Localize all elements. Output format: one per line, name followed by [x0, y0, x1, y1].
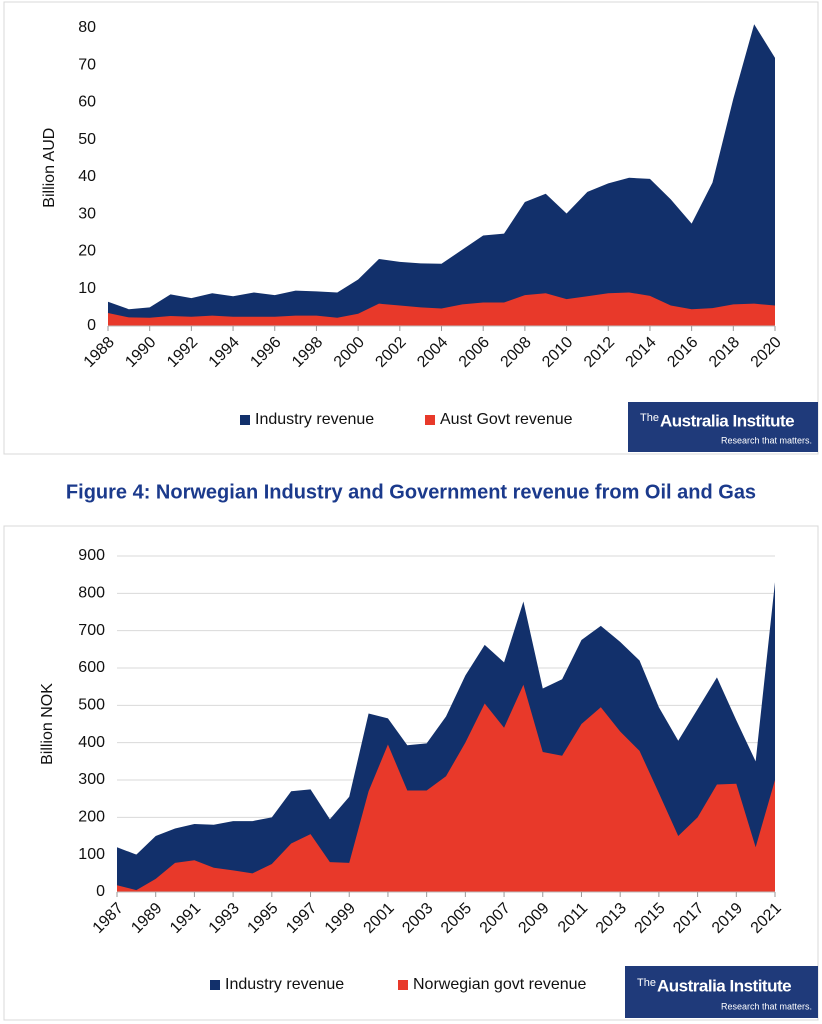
y-tick-label: 200	[78, 809, 105, 826]
legend-label: Aust Govt revenue	[440, 411, 573, 428]
x-tick-label: 2000	[331, 334, 368, 371]
y-tick-label: 60	[78, 94, 96, 111]
logo-name: Australia Institute	[657, 976, 791, 995]
x-tick-label: 2015	[632, 900, 669, 937]
x-tick-label: 2006	[456, 334, 493, 371]
logo-prefix: The	[637, 977, 656, 989]
x-tick-label: 2009	[515, 900, 552, 937]
x-tick-label: 1995	[244, 900, 281, 937]
legend-swatch	[210, 980, 220, 990]
logo-tagline: Research that matters.	[721, 1001, 812, 1011]
x-tick-label: 1989	[128, 900, 165, 937]
x-tick-label: 1988	[81, 334, 118, 371]
x-tick-label: 2013	[593, 900, 630, 937]
x-tick-label: 1994	[206, 334, 243, 371]
x-tick-label: 1990	[122, 334, 159, 371]
y-tick-label: 50	[78, 131, 96, 148]
y-tick-label: 10	[78, 280, 96, 297]
x-tick-label: 2019	[709, 900, 746, 937]
y-tick-label: 20	[78, 243, 96, 260]
x-tick-label: 2001	[361, 900, 398, 937]
x-tick-label: 1993	[206, 900, 243, 937]
legend-swatch	[240, 415, 250, 425]
legend-swatch	[398, 980, 408, 990]
y-tick-label: 40	[78, 168, 96, 185]
y-tick-label: 80	[78, 19, 96, 36]
x-tick-label: 2020	[748, 334, 785, 371]
figure-caption: Figure 4: Norwegian Industry and Governm…	[66, 481, 756, 503]
x-tick-label: 2010	[539, 334, 576, 371]
x-tick-label: 1999	[322, 900, 359, 937]
y-tick-label: 300	[78, 771, 105, 788]
x-tick-label: 2004	[414, 334, 451, 371]
logo-tagline: Research that matters.	[721, 435, 812, 445]
logo: The Australia Institute Research that ma…	[628, 402, 818, 452]
x-tick-label: 2018	[706, 334, 743, 371]
x-tick-label: 2014	[623, 334, 660, 371]
y-tick-label: 500	[78, 697, 105, 714]
x-tick-label: 2003	[399, 900, 436, 937]
x-tick-label: 2005	[438, 900, 475, 937]
x-tick-label: 2008	[497, 334, 534, 371]
y-axis-label: Billion AUD	[41, 128, 58, 208]
y-tick-label: 700	[78, 622, 105, 639]
y-tick-label: 800	[78, 585, 105, 602]
y-tick-label: 30	[78, 205, 96, 222]
legend-label: Industry revenue	[255, 411, 374, 428]
x-tick-label: 2016	[664, 334, 701, 371]
x-tick-label: 2017	[670, 900, 707, 937]
logo-box	[625, 966, 818, 1018]
area	[117, 684, 775, 892]
legend-label: Norwegian govt revenue	[413, 976, 587, 993]
x-tick-label: 1991	[167, 900, 204, 937]
x-tick-label: 1997	[283, 900, 320, 937]
x-tick-label: 1996	[247, 334, 284, 371]
logo-box	[628, 402, 818, 452]
legend-swatch	[425, 415, 435, 425]
legend-label: Industry revenue	[225, 976, 344, 993]
x-tick-label: 2011	[555, 900, 591, 936]
chart-frame	[3, 525, 819, 1021]
x-tick-label: 2002	[372, 334, 409, 371]
x-tick-label: 2007	[477, 900, 514, 937]
area	[108, 24, 775, 326]
logo-prefix: The	[640, 412, 659, 424]
y-tick-label: 0	[87, 317, 96, 334]
y-tick-label: 900	[78, 547, 105, 564]
x-tick-label: 1987	[90, 900, 127, 937]
y-tick-label: 70	[78, 56, 96, 73]
x-tick-label: 1992	[164, 334, 201, 371]
y-tick-label: 100	[78, 846, 105, 863]
logo: The Australia Institute Research that ma…	[625, 966, 818, 1018]
logo-name: Australia Institute	[660, 411, 794, 430]
area	[108, 292, 775, 326]
y-tick-label: 400	[78, 734, 105, 751]
x-tick-label: 2021	[748, 900, 785, 937]
y-axis-label: Billion NOK	[39, 683, 56, 765]
y-tick-label: 0	[96, 883, 105, 900]
chart-frame	[3, 1, 819, 455]
x-tick-label: 2012	[581, 334, 618, 371]
x-tick-label: 1998	[289, 334, 326, 371]
y-tick-label: 600	[78, 659, 105, 676]
